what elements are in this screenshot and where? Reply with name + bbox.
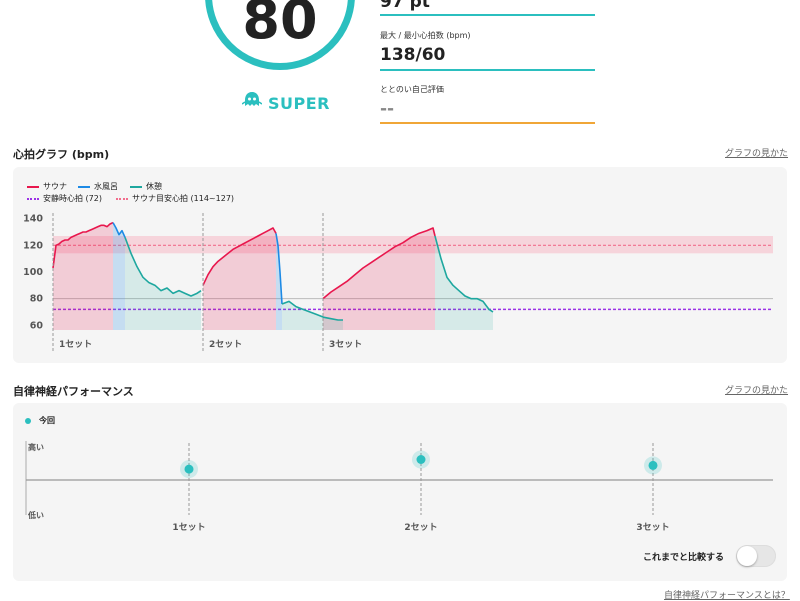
ans-title: 自律神経パフォーマンス bbox=[13, 385, 134, 398]
water-area bbox=[113, 222, 125, 330]
legend-label: サウナ目安心拍 (114~127) bbox=[132, 194, 235, 203]
rest-area bbox=[125, 237, 201, 330]
self-eval-value: -- bbox=[380, 99, 395, 119]
legend-swatch bbox=[116, 197, 128, 200]
sauna-line bbox=[52, 221, 114, 269]
ans-chart: 1セット 2セット 3セット bbox=[25, 441, 773, 533]
set-label: 2セット bbox=[209, 339, 242, 350]
set-label: 3セット bbox=[329, 339, 362, 350]
sauna-area bbox=[53, 222, 113, 330]
legend-swatch bbox=[78, 185, 90, 188]
water-line bbox=[275, 233, 283, 305]
legend-water: 水風呂 bbox=[78, 181, 118, 192]
legend-swatch bbox=[130, 185, 142, 188]
ans-point bbox=[184, 464, 194, 474]
ans-card bbox=[13, 403, 787, 581]
sauna-line bbox=[202, 227, 277, 286]
hr-chart: 140 120 100 80 60 1セット 2セット 3セット bbox=[23, 213, 773, 352]
ans-set-label: 3セット bbox=[636, 522, 669, 533]
ans-set-label: 1セット bbox=[172, 522, 205, 533]
hr-range-label: 最大 / 最小心拍数 (bpm) bbox=[380, 31, 471, 40]
sauna-area bbox=[203, 228, 276, 330]
set-label: 1セット bbox=[59, 339, 92, 350]
compare-label: これまでと比較する bbox=[643, 553, 725, 563]
legend-target-hr: サウナ目安心拍 (114~127) bbox=[116, 193, 234, 204]
ans-about-link[interactable]: 自律神経パフォーマンスとは？ bbox=[664, 591, 790, 601]
legend-label: 今回 bbox=[39, 416, 55, 425]
sauna-line bbox=[322, 227, 436, 300]
y-tick-label: 80 bbox=[30, 294, 44, 305]
hr-graph-help-link[interactable]: グラフの見かた bbox=[725, 149, 789, 159]
legend-label: 安静時心拍 (72) bbox=[43, 194, 102, 203]
hr-graph-card bbox=[13, 167, 787, 363]
rest-line bbox=[434, 235, 494, 313]
ans-high-label: 高い bbox=[28, 443, 44, 452]
legend-now: 今回 bbox=[25, 415, 55, 426]
legend-dot bbox=[25, 417, 31, 424]
rank-badge: SUPER bbox=[241, 90, 330, 116]
y-tick-label: 140 bbox=[23, 214, 43, 225]
legend-label: サウナ bbox=[43, 182, 67, 191]
legend-swatch bbox=[27, 197, 39, 200]
water-area bbox=[276, 233, 282, 330]
rest-line bbox=[124, 237, 202, 297]
stat-underline bbox=[380, 69, 595, 71]
rest-area bbox=[435, 236, 493, 330]
y-tick-label: 100 bbox=[23, 267, 43, 278]
legend-label: 休憩 bbox=[146, 182, 162, 191]
ans-help-link[interactable]: グラフの見かた bbox=[725, 386, 789, 396]
legend-sauna: サウナ bbox=[27, 181, 67, 192]
ans-point bbox=[648, 460, 658, 470]
y-tick-label: 120 bbox=[23, 240, 43, 251]
legend-swatch bbox=[27, 185, 39, 188]
ghost-icon bbox=[241, 90, 263, 116]
rank-label: SUPER bbox=[268, 93, 330, 113]
compare-toggle[interactable] bbox=[736, 545, 776, 567]
self-eval-underline bbox=[380, 122, 595, 124]
ans-point bbox=[416, 455, 426, 464]
score-value: 80 bbox=[242, 0, 318, 51]
compare-toggle-knob[interactable] bbox=[737, 546, 757, 566]
ans-low-label: 低い bbox=[28, 511, 44, 520]
hr-graph-title: 心拍グラフ (bpm) bbox=[13, 148, 110, 161]
hr-range-value: 138/60 bbox=[380, 45, 446, 65]
y-tick-label: 60 bbox=[30, 320, 44, 331]
rest-area bbox=[282, 301, 343, 330]
self-eval-label: ととのい自己評価 bbox=[380, 85, 444, 94]
legend-resting-hr: 安静時心拍 (72) bbox=[27, 193, 102, 204]
stat-underline bbox=[380, 14, 595, 16]
rest-line bbox=[281, 300, 343, 321]
legend-label: 水風呂 bbox=[94, 182, 118, 191]
sauna-area bbox=[323, 228, 435, 330]
legend-rest: 休憩 bbox=[130, 181, 162, 192]
ans-set-label: 2セット bbox=[404, 522, 437, 533]
water-line bbox=[112, 222, 126, 238]
top-stat-value: 97 pt bbox=[380, 0, 430, 12]
